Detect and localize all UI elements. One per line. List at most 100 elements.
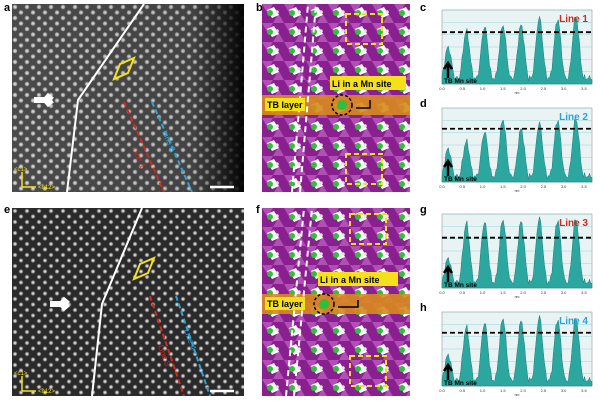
unit-cell-box-bottom	[345, 153, 383, 185]
x-tick-label: 0.5	[459, 388, 465, 393]
x-axis-label: nm	[515, 189, 520, 192]
x-tick-label: 1.0	[480, 86, 486, 91]
structure-svg-b: TB layer Li in a Mn site	[262, 4, 410, 192]
x-tick-label: 3.0	[561, 184, 567, 189]
panel-label-h: h	[420, 302, 427, 314]
arrow-icon	[50, 296, 70, 312]
twin-boundary-line	[66, 4, 145, 192]
x-tick-label: 1.5	[500, 388, 506, 393]
pointer-arrow-icon	[356, 100, 371, 109]
x-tick-label: 2.5	[541, 86, 547, 91]
panel-label-a: a	[4, 2, 11, 14]
axis-x-label: <ħ12>	[38, 389, 56, 395]
li-atom	[337, 100, 347, 110]
axis-arrows-icon	[21, 172, 36, 188]
x-tick-label: 0.5	[459, 184, 465, 189]
atom-lattice	[12, 208, 244, 396]
line-2-trace	[151, 101, 193, 192]
li-label-tag	[330, 76, 406, 90]
x-tick-label: 2.5	[541, 290, 547, 295]
line-4-trace	[175, 295, 211, 396]
pointer-arrow-icon	[338, 300, 359, 308]
unit-cell-marker	[112, 56, 136, 81]
twin-plane-line	[299, 4, 317, 192]
structure-model-b: TB layer Li in a Mn site	[262, 4, 410, 192]
arrow-icon	[34, 92, 54, 108]
x-tick-label: 2.0	[520, 184, 526, 189]
unit-cell-box-bottom	[349, 355, 387, 387]
x-tick-label: 0.0	[439, 388, 445, 393]
x-tick-label: 0.5	[459, 290, 465, 295]
line-profile-chart-g: 0.0 0.5 1.0 1.5 2.0 2.5 3.0 3.5 nm Line 3 TB Mn si…	[428, 210, 596, 299]
x-tick-label: 3.5	[581, 388, 587, 393]
x-tick-label: 1.0	[480, 184, 486, 189]
x-tick-label: 1.5	[500, 290, 506, 295]
annotation-label: TB Mn site	[444, 176, 477, 183]
x-tick-label: 1.0	[480, 388, 486, 393]
x-axis-label: nm	[515, 295, 520, 298]
chart-svg-h: 0.0 0.5 1.0 1.5 2.0 2.5 3.0 3.5 nm Line 4 TB Mn si…	[439, 311, 593, 397]
x-tick-label: 0.0	[439, 86, 445, 91]
li-label: Li in a Mn site	[332, 79, 392, 89]
line-profile-chart-d: 0.0 0.5 1.0 1.5 2.0 2.5 3.0 3.5 nm Line 2 TB Mn si…	[428, 104, 596, 193]
x-tick-label: 0.0	[439, 290, 445, 295]
stem-svg-e: Line 3 Line 4 <ć1> <ħ12>	[12, 208, 244, 396]
x-tick-label: 0.0	[439, 184, 445, 189]
panel-label-e: e	[4, 204, 11, 216]
panel-label-c: c	[420, 2, 427, 14]
structure-model-f: TB layer Li in a Mn site	[262, 208, 410, 396]
structure-svg-f: TB layer Li in a Mn site	[262, 208, 410, 396]
stem-image-a: Line 1 Line 2 <ć1> <ħ12>	[12, 4, 244, 192]
highlight-circle	[331, 94, 353, 116]
panel-label-b: b	[256, 2, 263, 14]
tb-layer-label: TB layer	[267, 100, 303, 110]
unit-cell-box-top	[345, 13, 383, 45]
highlight-circle	[313, 293, 335, 315]
chart-title: Line 1	[559, 14, 588, 25]
axis-x-label: <ħ12>	[38, 185, 56, 191]
tb-layer-tag	[265, 98, 305, 111]
x-axis-label: nm	[515, 393, 520, 396]
li-label: Li in a Mn site	[320, 275, 380, 285]
unit-cell-box-top	[349, 213, 387, 245]
x-tick-label: 2.5	[541, 184, 547, 189]
panel-label-g: g	[420, 204, 427, 216]
x-tick-label: 3.0	[561, 86, 567, 91]
axis-y-label: <ć1>	[14, 167, 28, 173]
x-tick-label: 0.5	[459, 86, 465, 91]
x-tick-label: 2.5	[541, 388, 547, 393]
x-tick-label: 3.5	[581, 184, 587, 189]
x-tick-label: 1.5	[500, 184, 506, 189]
unit-cell-marker	[132, 256, 156, 281]
li-atom	[319, 299, 329, 309]
profile-area	[441, 216, 593, 289]
annotation-label: TB Mn site	[444, 380, 477, 387]
annotation-arrow-icon	[442, 362, 454, 380]
x-tick-label: 1.0	[480, 290, 486, 295]
annotation-arrow-icon	[442, 264, 454, 282]
twin-boundary-line	[91, 208, 143, 396]
x-tick-label: 3.0	[561, 290, 567, 295]
annotation-arrow-icon	[442, 60, 454, 78]
chart-svg-g: 0.0 0.5 1.0 1.5 2.0 2.5 3.0 3.5 nm Line 3 TB Mn si…	[439, 213, 593, 299]
line-profile-chart-c: 0.0 0.5 1.0 1.5 2.0 2.5 3.0 3.5 nm Line 1 TB Mn si…	[428, 6, 596, 95]
line-3-trace	[149, 295, 185, 396]
axis-arrows-icon	[21, 376, 36, 392]
panel-label-f: f	[256, 204, 260, 216]
tb-layer-label: TB layer	[267, 299, 303, 309]
profile-area	[441, 315, 593, 387]
x-tick-label: 2.0	[520, 388, 526, 393]
chart-title: Line 3	[559, 218, 588, 229]
line-profile-chart-h: 0.0 0.5 1.0 1.5 2.0 2.5 3.0 3.5 nm Line 4 TB Mn si…	[428, 308, 596, 397]
stem-image-e: Line 3 Line 4 <ć1> <ħ12>	[12, 208, 244, 396]
annotation-arrow-icon	[442, 158, 454, 176]
profile-area	[441, 119, 593, 183]
axis-y-label: <ć1>	[14, 371, 28, 377]
line-1-trace	[123, 101, 165, 192]
tb-layer-tag	[265, 297, 305, 310]
x-tick-label: 3.0	[561, 388, 567, 393]
li-label-tag	[318, 272, 398, 286]
x-tick-label: 1.5	[500, 86, 506, 91]
annotation-label: TB Mn site	[444, 282, 477, 289]
x-axis-label: nm	[515, 91, 520, 94]
